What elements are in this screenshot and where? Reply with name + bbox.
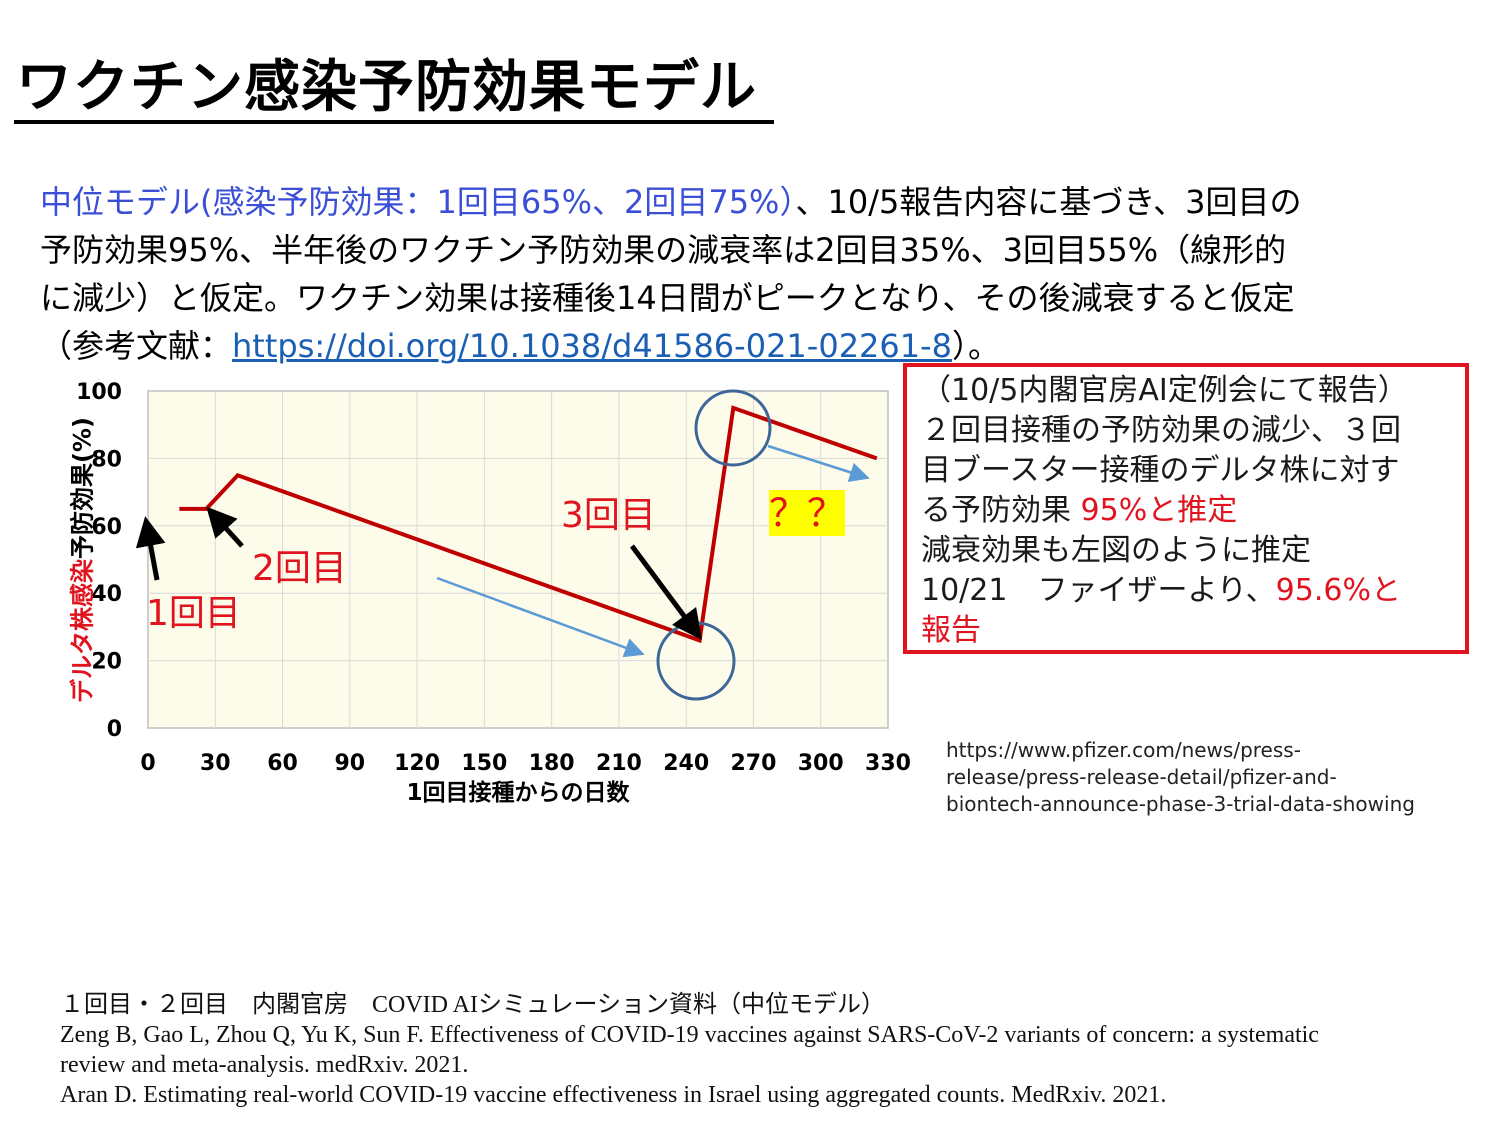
x-axis-label: 1回目接種からの日数	[406, 780, 630, 806]
callout-estimate: 95%と推定	[1080, 493, 1238, 528]
x-tick-label: 270	[730, 751, 776, 776]
x-tick-label: 150	[461, 751, 507, 776]
intro-line-1-rest: 、10/5報告内容に基づき、3回目の	[795, 183, 1302, 221]
efficacy-series-line	[179, 405, 878, 644]
callout-line-3: 目ブースター接種のデルタ株に対す	[921, 453, 1400, 488]
y-tick-labels: 0 20 40 60 80 100	[76, 380, 122, 742]
reference-line-2: Zeng B, Gao L, Zhou Q, Yu K, Sun F. Effe…	[60, 1022, 1319, 1048]
x-tick-label: 120	[394, 751, 440, 776]
y-tick-label: 80	[91, 447, 122, 472]
reference-link[interactable]: https://doi.org/10.1038/d41586-021-02261…	[232, 327, 953, 365]
references: １回目・２回目 内閣官房 COVID AIシミュレーション資料（中位モデル） Z…	[60, 990, 1490, 1110]
x-tick-label: 240	[663, 751, 709, 776]
dose2-pointer-arrow	[206, 506, 244, 548]
intro-line-1: 中位モデル(感染予防効果：1回目65%、2回目75%）、10/5報告内容に基づき…	[40, 178, 1480, 226]
y-tick-label: 100	[76, 380, 122, 405]
dose1-label: 1回目	[146, 593, 241, 634]
x-tick-label: 210	[596, 751, 642, 776]
x-tick-label: 330	[865, 751, 911, 776]
reference-line-4: Aran D. Estimating real-world COVID-19 v…	[60, 1082, 1167, 1108]
slide-title: ワクチン感染予防効果モデル	[16, 55, 757, 120]
reference-line-3: review and meta-analysis. medRxiv. 2021.	[60, 1052, 469, 1078]
y-axis-label-variant: デルタ株感染	[68, 558, 97, 703]
callout-pfizer-value: 95.6%と	[1275, 573, 1401, 608]
x-tick-labels: 0 30 60 90 120 150 180 210 240 270 300 330	[140, 751, 911, 776]
reference-line-1: １回目・２回目 内閣官房 COVID AIシミュレーション資料（中位モデル）	[60, 992, 886, 1018]
y-tick-label: 40	[91, 582, 122, 607]
x-tick-label: 60	[267, 751, 298, 776]
y-tick-label: 20	[91, 650, 122, 675]
booster-peak-circle	[694, 389, 772, 467]
grid-lines	[148, 391, 888, 728]
x-tick-label: 90	[335, 751, 366, 776]
pfizer-source-url: https://www.pfizer.com/news/press- relea…	[946, 737, 1415, 818]
callout-line-4: る予防効果 95%と推定	[921, 491, 1465, 531]
title-underline	[14, 120, 774, 124]
callout-line-6-text: 10/21 ファイザーより、	[921, 573, 1276, 608]
decline-trend-arrow	[436, 576, 645, 658]
callout-line-1: （10/5内閣官房AI定例会にて報告）	[921, 373, 1408, 408]
dose1-pointer-arrow	[135, 516, 166, 581]
booster-decline-trend-arrow	[767, 444, 870, 482]
intro-line-4: （参考文献：https://doi.org/10.1038/d41586-021…	[40, 322, 1480, 370]
y-axis-label: デルタ株感染予防効果(%)	[63, 417, 98, 703]
pfizer-url-line-2: release/press-release-detail/pfizer-and-	[946, 765, 1337, 789]
intro-line-2: 予防効果95%、半年後のワクチン予防効果の減衰率は2回目35%、3回目55%（線…	[40, 231, 1287, 269]
intro-ref-suffix: ）。	[952, 327, 1001, 365]
callout-line-4-text: る予防効果	[921, 493, 1081, 528]
y-axis-label-metric: 予防効果(%)	[68, 417, 97, 559]
intro-ref-prefix: （参考文献：	[40, 327, 233, 365]
intro-line-3: に減少）と仮定。ワクチン効果は接種後14日間がピークとなり、その後減衰すると仮定	[40, 279, 1295, 317]
callout-line-5: 減衰効果も左図のように推定	[921, 533, 1311, 568]
y-tick-label: 60	[91, 515, 122, 540]
dose2-label: 2回目	[252, 548, 347, 589]
x-tick-label: 30	[200, 751, 231, 776]
callout-line-7: 報告	[921, 613, 981, 648]
x-tick-label: 0	[140, 751, 155, 776]
callout-line-2: ２回目接種の予防効果の減少、３回	[921, 413, 1401, 448]
x-tick-label: 180	[529, 751, 575, 776]
dose3-label: 3回目	[561, 495, 656, 536]
y-tick-label: 0	[107, 717, 122, 742]
intro-model-summary: 中位モデル(感染予防効果：1回目65%、2回目75%）	[40, 183, 796, 221]
callout-line-6: 10/21 ファイザーより、95.6%と	[921, 571, 1465, 611]
pfizer-url-line-3: biontech-announce-phase-3-trial-data-sho…	[946, 792, 1415, 816]
pfizer-url-line-1: https://www.pfizer.com/news/press-	[946, 738, 1301, 762]
unknown-question-marks: ？？	[769, 490, 846, 536]
intro-text: 中位モデル(感染予防効果：1回目65%、2回目75%）、10/5報告内容に基づき…	[40, 178, 1480, 370]
x-tick-label: 300	[798, 751, 844, 776]
dose3-pointer-arrow	[629, 544, 702, 641]
booster-report-callout: （10/5内閣官房AI定例会にて報告） ２回目接種の予防効果の減少、３回 目ブー…	[903, 363, 1469, 654]
